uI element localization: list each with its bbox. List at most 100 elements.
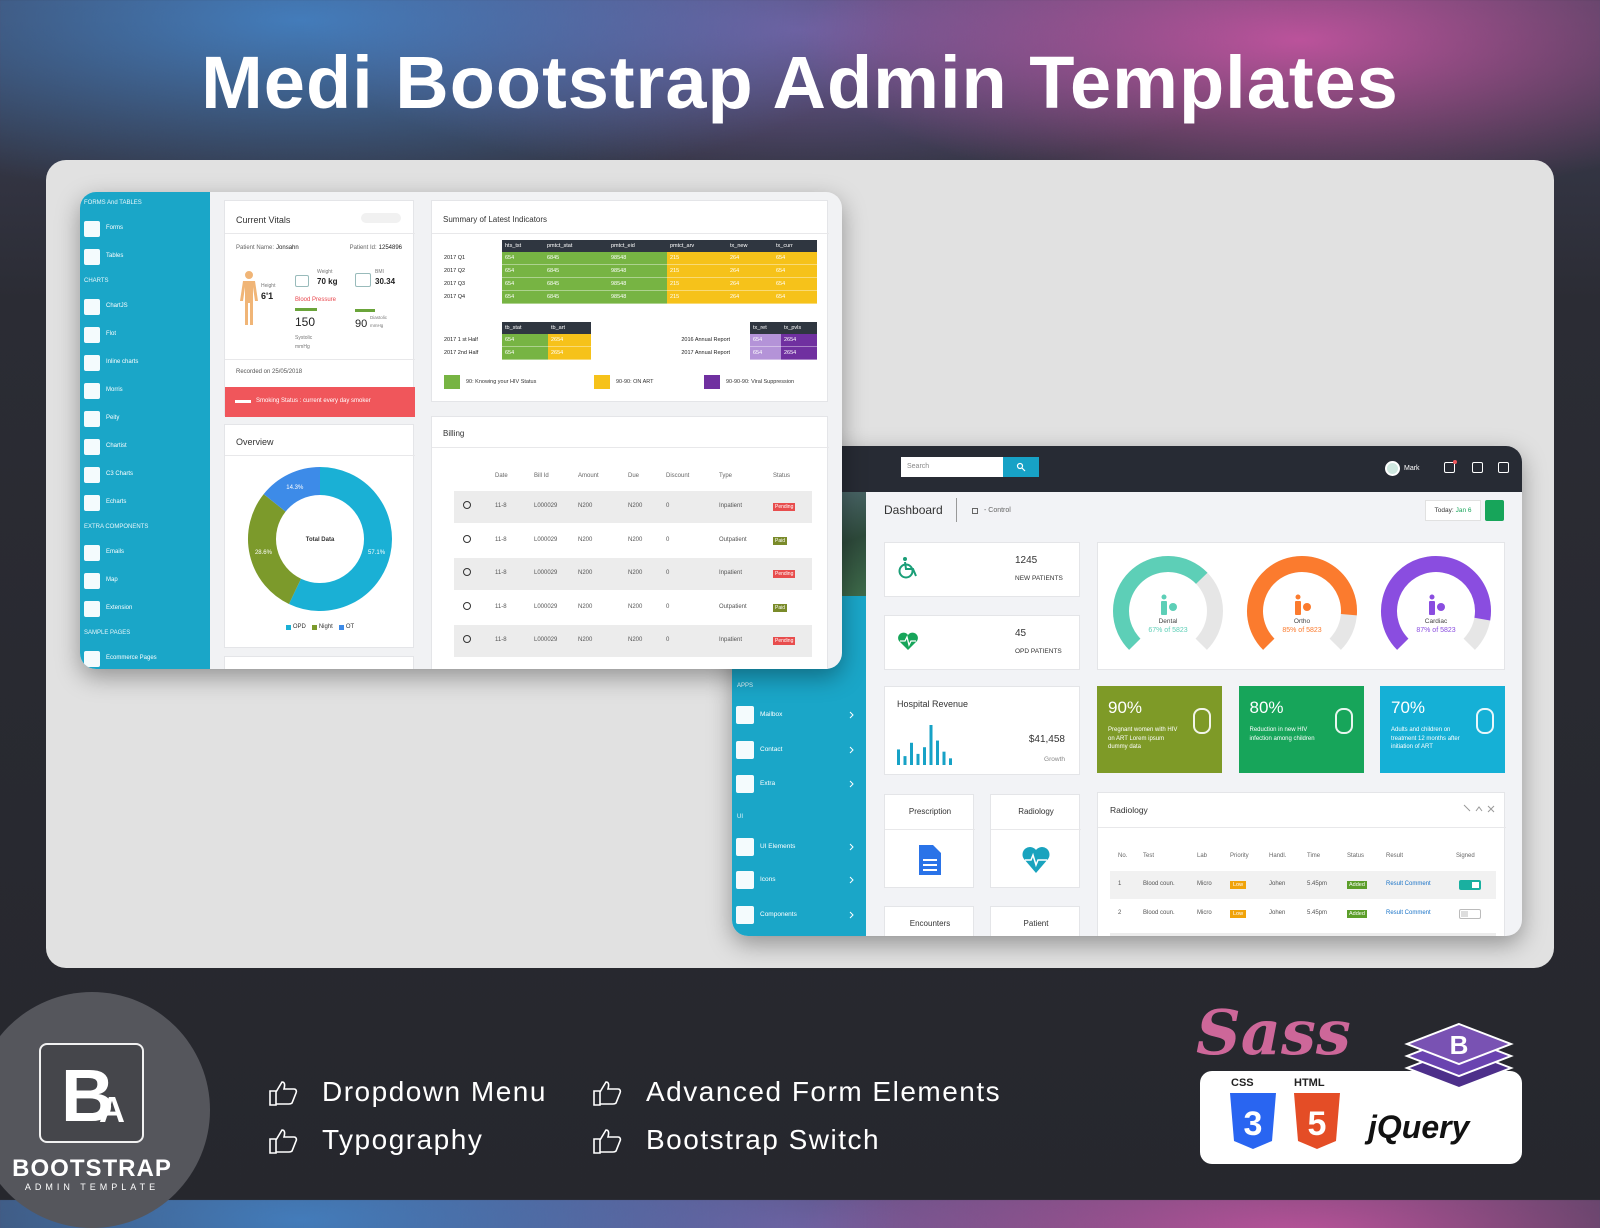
cell: N200 bbox=[578, 503, 593, 509]
menu-icon bbox=[736, 775, 754, 793]
sidebar-item[interactable]: Chartist bbox=[80, 434, 210, 462]
sidebar-item[interactable]: Extension bbox=[80, 596, 210, 624]
sidebar-item[interactable]: Tables bbox=[80, 244, 210, 272]
table-cell: 2654 bbox=[781, 347, 817, 360]
user-name[interactable]: Mark bbox=[1404, 465, 1420, 472]
sidebar-item[interactable]: Forms bbox=[80, 216, 210, 244]
body bbox=[904, 561, 917, 577]
kpi-value: 90% bbox=[1108, 698, 1143, 717]
kpi-icon bbox=[1334, 708, 1353, 734]
shortcut-card[interactable]: Prescription bbox=[884, 794, 975, 888]
cell: 11-8 bbox=[495, 603, 507, 610]
cell: Blood coun. bbox=[1143, 881, 1175, 887]
sidebar-item[interactable]: Flot bbox=[80, 322, 210, 350]
status-badge: Pending bbox=[773, 637, 796, 645]
table-cell: 215 bbox=[667, 278, 727, 291]
donut-label: 57.1% bbox=[368, 550, 386, 556]
toggle[interactable] bbox=[1459, 909, 1481, 919]
sidebar-item[interactable]: Mailbox bbox=[732, 704, 866, 726]
row-label: 2017 1 st Half bbox=[444, 337, 478, 343]
donut-segment bbox=[248, 494, 302, 604]
billing-card: Billing Date Bill Id Amount Due Discount Type S… bbox=[431, 416, 829, 669]
weight-value: 70 kg bbox=[317, 277, 338, 286]
menu-icon bbox=[736, 741, 754, 759]
sidebar-item[interactable]: Extra bbox=[732, 773, 866, 795]
sidebar-item[interactable]: UI Elements bbox=[732, 836, 866, 858]
sidebar-item[interactable]: Icons bbox=[732, 869, 866, 891]
cell: Blood coun. bbox=[1143, 910, 1175, 916]
cell-value: 215 bbox=[670, 294, 680, 300]
sidebar-item[interactable]: C3 Charts bbox=[80, 462, 210, 490]
shortcut-card[interactable]: Encounters bbox=[884, 906, 974, 936]
patient-id: Patient Id: 1254896 bbox=[350, 245, 402, 251]
donut-center: Total Data bbox=[306, 537, 335, 543]
sidebar-item[interactable]: Map bbox=[80, 568, 210, 596]
cell: 11-8 bbox=[495, 503, 507, 509]
feature: Typography bbox=[322, 1124, 484, 1155]
sidebar-item[interactable]: Components bbox=[732, 904, 866, 926]
vitals-card: Current Vitals Patient Name: Jonsahn Patien… bbox=[224, 200, 415, 417]
sidebar-section: FORMS And TABLES bbox=[84, 200, 142, 206]
cell: N200 bbox=[628, 503, 643, 509]
cell: 11-8 bbox=[495, 637, 507, 643]
overview-card: Overview 57.1% 28.6% 14.3% Total Data OPD Nigh… bbox=[224, 424, 415, 648]
card-icon bbox=[919, 845, 941, 875]
sidebar-item[interactable]: Emails bbox=[80, 540, 210, 568]
search-icon bbox=[1016, 462, 1026, 472]
html-label: HTML bbox=[1294, 1077, 1325, 1089]
cell: 0 bbox=[666, 603, 670, 610]
legend: OPD Night OT bbox=[225, 624, 415, 630]
gauge-icon-badge bbox=[1437, 603, 1445, 611]
revenue-card: Hospital Revenue $41,458 Growth bbox=[884, 686, 1080, 775]
cell-value: 215 bbox=[670, 255, 680, 261]
smoking-alert: Smoking Status : current every day smoke… bbox=[225, 387, 415, 417]
sidebar-item[interactable]: Inline charts bbox=[80, 350, 210, 378]
search-button[interactable] bbox=[1003, 457, 1039, 477]
cell: N200 bbox=[578, 637, 593, 643]
logo-name: BOOTSTRAP bbox=[12, 1155, 172, 1182]
toolbar-icon[interactable] bbox=[1472, 462, 1483, 473]
diastolic-label: Diastolic bbox=[370, 315, 388, 320]
radio[interactable] bbox=[463, 534, 471, 543]
gauge-name: Dental bbox=[1159, 618, 1178, 625]
gauge-label: 87% of 5823 bbox=[1416, 627, 1455, 634]
sidebar-item-label: Map bbox=[106, 577, 118, 583]
sidebar-item[interactable]: ChartJS bbox=[80, 294, 210, 322]
menu-icon bbox=[84, 601, 100, 617]
cell: Result Comment bbox=[1386, 881, 1431, 887]
sidebar-item[interactable]: Peity bbox=[80, 406, 210, 434]
table-header: tb_stat bbox=[502, 322, 548, 334]
bmi-value: 30.34 bbox=[375, 277, 396, 286]
body-figure bbox=[240, 271, 258, 325]
radio[interactable] bbox=[463, 635, 471, 643]
radio[interactable] bbox=[463, 601, 471, 610]
sidebar-item[interactable]: Echarts bbox=[80, 490, 210, 518]
height-label: Height bbox=[261, 283, 276, 289]
date-dropdown[interactable] bbox=[1485, 500, 1504, 521]
stat-value: 45 bbox=[1015, 628, 1027, 639]
toolbar-icon[interactable] bbox=[1444, 462, 1455, 473]
chevron-line bbox=[849, 711, 854, 719]
kpi-text: Reduction in new HIV infection among chi… bbox=[1249, 727, 1315, 742]
search-box[interactable]: Search bbox=[901, 457, 1003, 477]
radio[interactable] bbox=[463, 568, 471, 576]
shortcut-card[interactable]: Radiology bbox=[990, 794, 1081, 888]
cell: N200 bbox=[578, 570, 593, 576]
cell: 1 bbox=[1118, 881, 1122, 887]
table-cell: 654 bbox=[502, 334, 548, 347]
revenue-bar bbox=[936, 740, 939, 765]
radio[interactable] bbox=[463, 501, 471, 509]
shortcut-card[interactable]: Patient bbox=[990, 906, 1080, 936]
sidebar-item[interactable]: Ecommerce Pages bbox=[80, 646, 210, 669]
cell: N200 bbox=[628, 570, 643, 576]
card-tools bbox=[1463, 804, 1495, 813]
gauge-name: Cardiac bbox=[1425, 618, 1448, 625]
sidebar-item[interactable]: Contact bbox=[732, 739, 866, 761]
toggle[interactable] bbox=[1459, 880, 1481, 890]
menu-icon bbox=[84, 545, 100, 561]
legend-label: OT bbox=[345, 624, 355, 630]
table-cell: 215 bbox=[667, 291, 727, 304]
toolbar-icon[interactable] bbox=[1498, 462, 1509, 473]
sidebar-item[interactable]: Morris bbox=[80, 378, 210, 406]
